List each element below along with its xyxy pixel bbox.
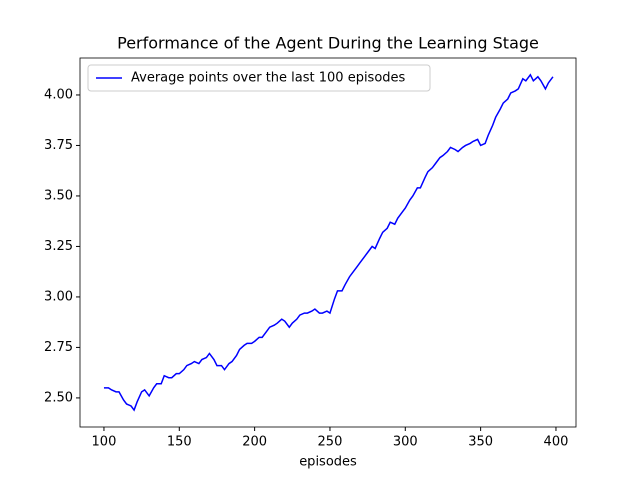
legend-label: Average points over the last 100 episode… [131,71,406,86]
x-tick-label: 100 [92,435,117,450]
x-axis-label: episodes [299,455,357,470]
y-tick-label: 4.00 [44,87,73,102]
x-tick-label: 150 [167,435,192,450]
x-tick-label: 400 [544,435,569,450]
legend-box [87,64,431,92]
y-tick-label: 3.00 [44,289,73,304]
y-tick-label: 3.75 [44,138,73,153]
data-line [103,73,554,412]
x-tick-label: 250 [318,435,343,450]
x-tick-label: 300 [393,435,418,450]
x-tick-label: 350 [468,435,493,450]
chart-title: Performance of the Agent During the Lear… [117,34,539,53]
x-tick-label: 200 [242,435,267,450]
plot-frame [79,57,577,428]
y-tick-label: 2.75 [44,340,73,355]
y-tick-label: 3.25 [44,239,73,254]
y-tick-label: 2.50 [44,390,73,405]
y-tick-label: 3.50 [44,188,73,203]
